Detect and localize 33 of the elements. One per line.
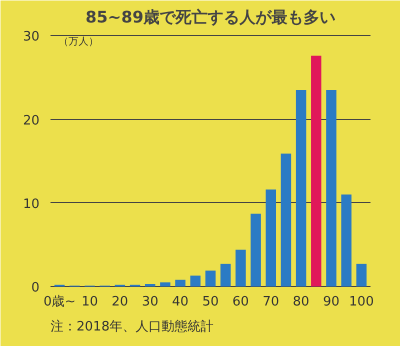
bar [175,280,186,286]
y-tick-label: 20 [22,113,40,128]
bar [250,214,261,286]
bar [341,194,352,286]
text: 注：2018年、人口動態統計 [50,320,214,334]
y-tick-label: 0 [31,280,40,296]
bar [296,90,306,286]
x-tick-label: 100 [349,294,374,310]
bar [160,282,170,286]
y-axis-title: （万人） [58,36,98,48]
bar [220,264,231,286]
bar [190,276,201,286]
y-tick-label: 30 [22,30,40,45]
bar [144,284,156,286]
x-tick-label: 30 [142,294,158,310]
x-tick-label: 40 [172,294,189,310]
bar [205,270,216,286]
bar [236,250,246,286]
bar [280,154,292,286]
y-tick-label: 10 [22,196,40,212]
x-tick-label: 70 [262,294,280,310]
x-tick-label: 50 [202,294,219,310]
x-tick-label: 10 [81,294,98,310]
bar [311,56,322,286]
bar [266,190,276,286]
bar [356,264,367,286]
x-tick-label: 0歳~ [43,294,76,310]
x-tick-label: 90 [322,294,340,310]
x-tick-label: 20 [112,294,128,310]
chart-title: 85~89歳で死亡する人が最も多い [86,8,336,26]
bar [326,90,336,286]
x-tick-label: 60 [232,294,249,310]
x-tick-label: 80 [292,294,310,310]
